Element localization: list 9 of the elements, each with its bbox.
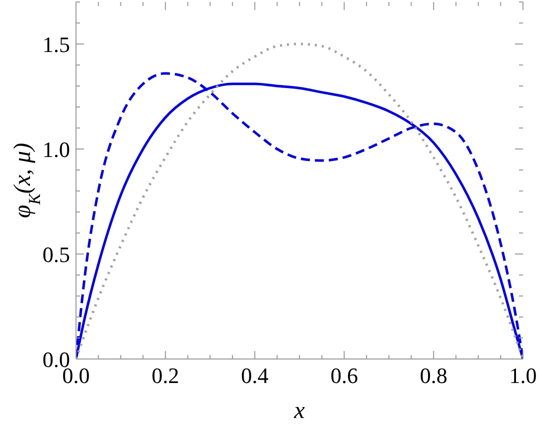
x-tick-label: 0.4: [241, 363, 269, 388]
y-tick-label: 0.5: [42, 242, 70, 267]
x-tick-label: 0.2: [152, 363, 180, 388]
y-tick-label: 1.0: [42, 137, 70, 162]
x-tick-label: 0.8: [420, 363, 448, 388]
x-axis-title: x: [293, 398, 306, 424]
x-tick-label: 0.6: [330, 363, 358, 388]
y-tick-label: 1.5: [42, 32, 70, 57]
x-tick-label: 1.0: [509, 363, 537, 388]
